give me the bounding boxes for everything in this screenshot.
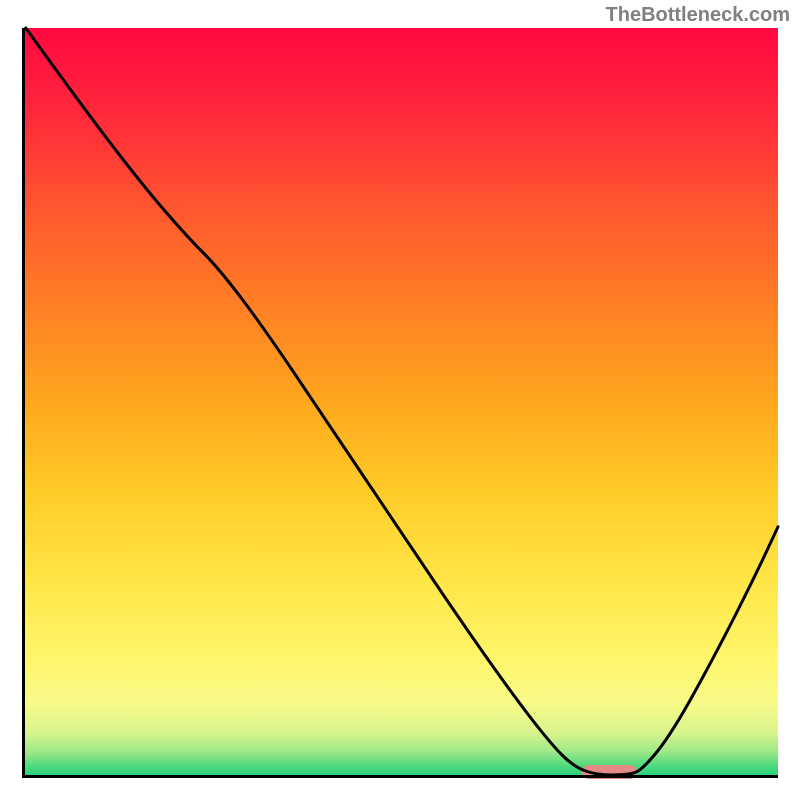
curve-path <box>26 28 778 775</box>
y-axis <box>22 28 25 778</box>
bottleneck-curve <box>22 28 778 778</box>
x-axis <box>22 775 778 778</box>
watermark-text: TheBottleneck.com <box>606 4 790 27</box>
chart-container: TheBottleneck.com <box>0 0 800 800</box>
plot-area <box>22 28 778 778</box>
